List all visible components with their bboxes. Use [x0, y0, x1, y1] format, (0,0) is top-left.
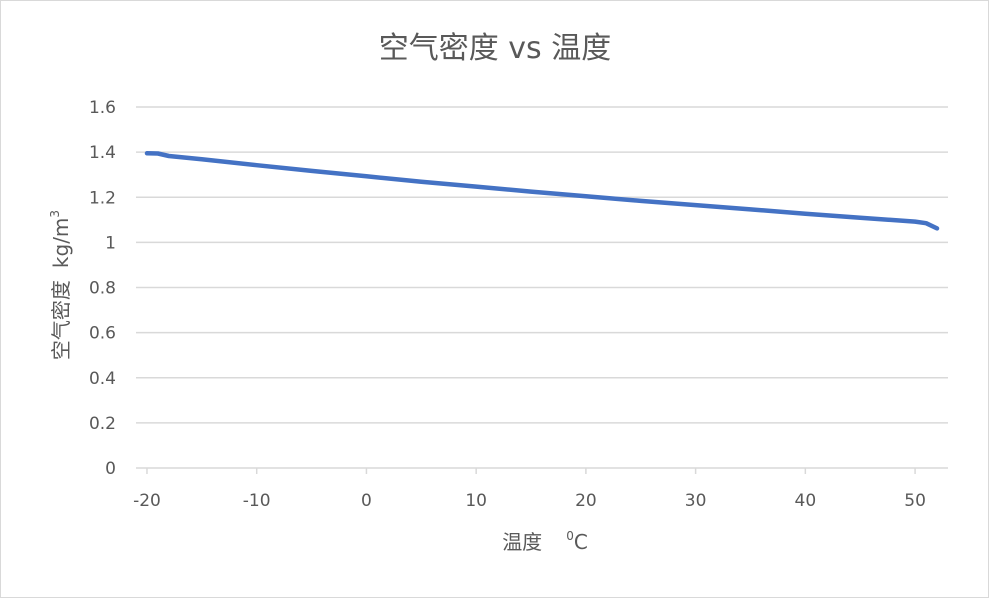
y-axis-ticks: 0 0.2 0.4 0.6 0.8 1 1.2 1.4 1.6 [89, 98, 116, 479]
y-axis-unit-exponent: 3 [48, 210, 62, 218]
gridlines [136, 106, 948, 469]
x-tick-label: 40 [795, 491, 817, 511]
chart-title: 空气密度 vs 温度 [379, 31, 611, 66]
y-tick-label: 0 [105, 459, 116, 479]
x-tick-label: 10 [465, 491, 487, 511]
y-tick-label: 1.2 [89, 188, 116, 208]
x-tick-label: 30 [685, 491, 707, 511]
x-axis-unit: C [574, 530, 588, 554]
x-tick-label: 0 [361, 491, 372, 511]
x-tick-label: 20 [575, 491, 597, 511]
x-tick-label: -10 [243, 491, 271, 511]
x-axis-unit-prefix: 0 [566, 529, 574, 543]
y-tick-label: 1.4 [89, 143, 116, 163]
x-tick-label: 50 [904, 491, 926, 511]
y-tick-label: 0.2 [89, 414, 116, 434]
y-axis-title: 空气密度 kg/m3 [48, 210, 73, 360]
x-axis-title: 温度 0C [502, 529, 588, 554]
series-line [144, 151, 940, 231]
y-axis-unit: kg/m [49, 218, 73, 269]
y-tick-label: 0.8 [89, 279, 116, 299]
y-tick-label: 1 [105, 233, 116, 253]
y-tick-label: 0.4 [89, 369, 116, 389]
x-axis-label: 温度 [502, 530, 542, 554]
y-axis-label: 空气密度 [49, 280, 73, 360]
y-tick-label: 1.6 [89, 98, 116, 118]
x-axis-ticks: -20 -10 0 10 20 30 40 50 [133, 468, 926, 511]
y-tick-label: 0.6 [89, 324, 116, 344]
x-tick-label: -20 [133, 491, 161, 511]
